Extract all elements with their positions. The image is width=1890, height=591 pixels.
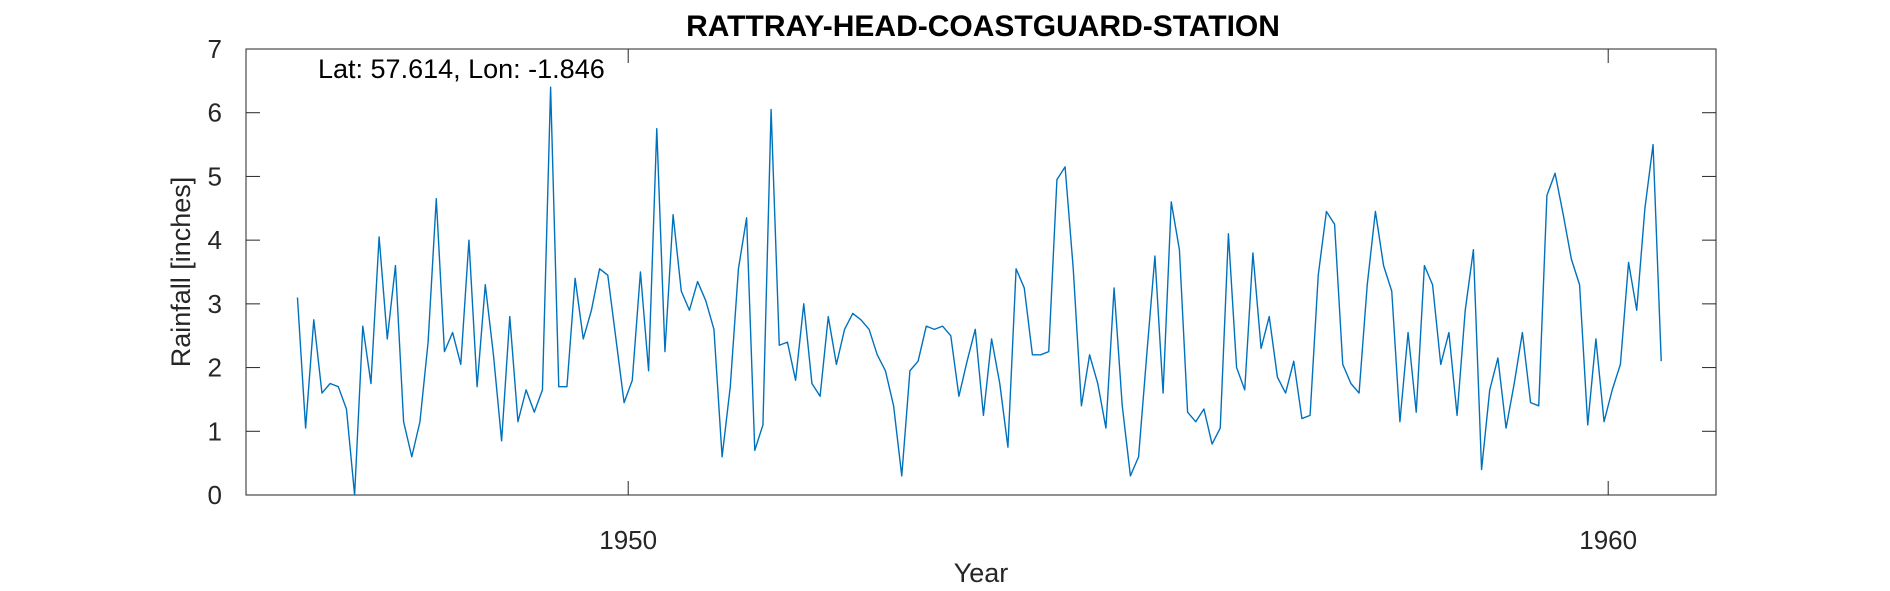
location-annotation: Lat: 57.614, Lon: -1.846 xyxy=(318,54,605,84)
chart-title: RATTRAY-HEAD-COASTGUARD-STATION xyxy=(686,10,1280,43)
y-tick-label: 3 xyxy=(208,289,222,319)
y-tick-labels: 0 1 2 3 4 5 6 7 xyxy=(208,34,222,510)
y-tick-label: 0 xyxy=(208,480,222,510)
x-tick-label: 1960 xyxy=(1579,525,1637,555)
x-tick-labels: 1950 1960 xyxy=(599,525,1637,555)
y-tick-label: 2 xyxy=(208,353,222,383)
axis-ticks xyxy=(246,48,1716,496)
x-axis-label: Year xyxy=(954,558,1009,588)
y-tick-label: 5 xyxy=(208,161,222,191)
series-layer xyxy=(296,86,1662,496)
y-tick-label: 6 xyxy=(208,98,222,128)
y-tick-label: 1 xyxy=(208,416,222,446)
y-axis-label: Rainfall [inches] xyxy=(166,177,196,368)
y-tick-label: 4 xyxy=(208,225,222,255)
x-tick-label: 1950 xyxy=(599,525,657,555)
y-tick-label: 7 xyxy=(208,34,222,64)
plot-frame xyxy=(245,48,1717,496)
rainfall-series-line xyxy=(296,86,1662,496)
